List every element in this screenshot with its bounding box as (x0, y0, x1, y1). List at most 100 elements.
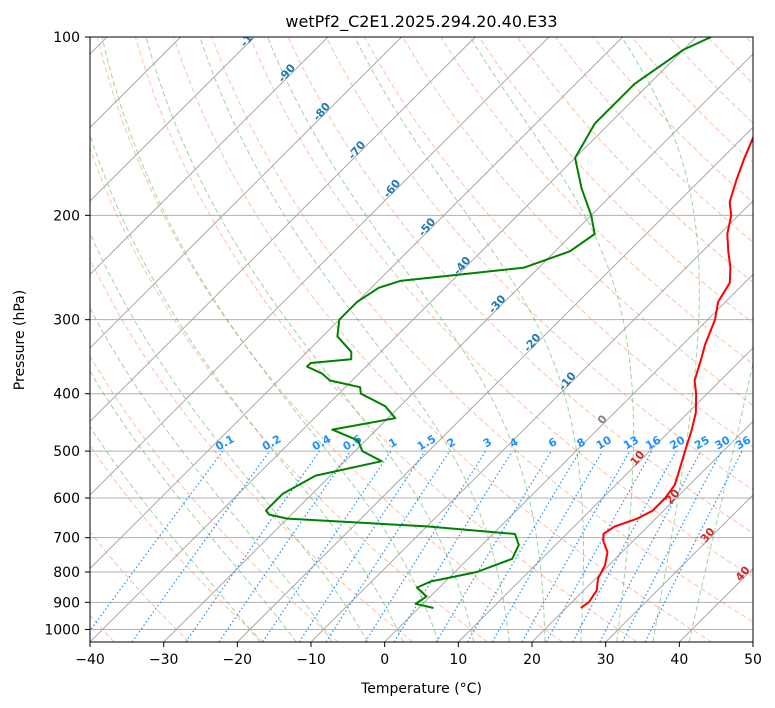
mixing-ratio-label: 16 (643, 433, 663, 452)
mixing-ratio-label: 1.5 (415, 432, 438, 453)
mixing-ratio-line (572, 450, 677, 642)
moist-adiabat-line (199, 37, 510, 642)
isopleth-labels: 0.1 0.2 0.4 0.6 1 1.5 2 3 4 6 8 10 13 16 20 25 30 36-100-… (213, 20, 753, 584)
dry-adiabat-line (669, 37, 753, 124)
dry-adiabat-line (440, 37, 753, 365)
temperature-profile-line (580, 135, 753, 609)
moist-adiabat-line (90, 231, 369, 642)
dry-adiabat-line (516, 37, 753, 284)
skewed-isotherm-line (90, 37, 329, 276)
mixing-ratio-label: 36 (733, 433, 753, 452)
skewed-isotherm-line (90, 37, 255, 202)
mixing-ratio-label: 0.4 (310, 432, 334, 453)
dry-adiabat-line (745, 37, 753, 45)
mixing-ratio-line (364, 450, 487, 642)
skewed-isotherm-line (90, 37, 402, 349)
dry-adiabat-line (325, 37, 753, 491)
chart-title: wetPf2_C2E1.2025.294.20.40.E33 (285, 12, 557, 32)
dry-adiabat-line (592, 37, 753, 203)
dry-adiabat-line (90, 355, 339, 642)
mixing-ratio-label: 3 (481, 435, 494, 450)
y-tick-label: 300 (53, 313, 80, 329)
isotherm-label: -30 (486, 292, 509, 316)
skewed-isotherm-line (90, 37, 623, 570)
isotherm-label: -100 (238, 20, 266, 50)
mixing-ratio-line (218, 450, 351, 642)
skewed-isotherm-line (678, 567, 753, 642)
skewed-isotherm-line (752, 641, 753, 642)
moist-adiabat-line (90, 133, 404, 642)
isotherm-label: -60 (381, 177, 404, 201)
mixing-ratio-label: 2 (445, 435, 458, 450)
isotherm-label: -10 (556, 369, 579, 393)
skewed-isotherm-line (531, 420, 753, 642)
y-tick-label: 700 (53, 531, 80, 547)
y-tick-label: 800 (53, 565, 80, 581)
y-tick-label: 900 (53, 595, 80, 611)
moist-adiabat-line (469, 37, 634, 642)
skewed-isotherm-line (90, 37, 697, 642)
x-tick-label: −30 (149, 652, 179, 668)
mixing-ratio-line (298, 450, 426, 642)
y-tick-label: 600 (53, 491, 80, 507)
skewed-isotherm-line (384, 273, 753, 642)
dry-adiabat-line (173, 37, 712, 642)
dry-adiabat-line (90, 530, 190, 642)
x-tick-label: −40 (75, 652, 105, 668)
isotherm-label: -70 (345, 138, 368, 162)
y-tick-label: 100 (53, 30, 80, 46)
dry-adiabat-line (90, 445, 264, 642)
isotherm-label: -20 (521, 331, 544, 355)
mixing-ratio-label: 1 (386, 435, 399, 450)
dry-adiabat-line (363, 37, 753, 448)
mixing-ratio-label: 4 (507, 435, 520, 450)
skewed-isotherm-line (605, 494, 753, 642)
moist-adiabat-line (267, 37, 546, 642)
dry-adiabat-line (90, 147, 488, 642)
x-tick-label: −20 (223, 652, 253, 668)
dewpoint-profile-line (264, 37, 712, 609)
x-tick-label: −10 (296, 652, 326, 668)
y-axis-label: Pressure (hPa) (12, 290, 28, 390)
mixing-ratio-label: 8 (575, 435, 588, 450)
x-tick-label: 30 (597, 652, 615, 668)
x-axis-ticks: −40 −30 −20 −10 0 10 20 30 40 50 (75, 642, 762, 668)
dry-adiabat-line (134, 37, 638, 642)
moist-adiabat-line (145, 37, 475, 642)
isotherm-label: 0 (595, 412, 610, 426)
y-tick-label: 400 (53, 387, 80, 403)
moist-adiabat-line (621, 37, 700, 642)
x-tick-label: 10 (449, 652, 467, 668)
skewed-isotherm-line (310, 200, 753, 642)
moist-adiabat-line (90, 307, 333, 642)
dry-adiabat-line (707, 37, 753, 85)
mixing-ratio-line (644, 450, 743, 642)
mixing-ratio-line (262, 450, 392, 642)
mixing-ratio-line (185, 450, 321, 642)
x-tick-label: 0 (380, 652, 389, 668)
mixing-ratio-line (521, 450, 631, 642)
isotherm-label: -50 (416, 215, 439, 239)
x-tick-label: 50 (744, 652, 762, 668)
mixing-ratio-line (131, 450, 271, 642)
skewed-isotherm-line (163, 53, 753, 642)
mixing-ratio-label: 6 (546, 435, 559, 450)
mixing-ratio-line (435, 450, 552, 642)
dry-adiabat-line (402, 37, 753, 406)
profile-series (264, 37, 753, 609)
mixing-ratio-label: 10 (594, 433, 614, 452)
background-lines (90, 37, 753, 642)
skewed-isotherm-line (236, 126, 753, 642)
y-tick-label: 200 (53, 208, 80, 224)
mixing-ratio-label: 30 (713, 433, 733, 452)
mixing-ratio-line (325, 450, 451, 642)
dry-adiabat-line (554, 37, 753, 243)
x-axis-label: Temperature (°C) (360, 681, 482, 697)
dry-adiabat-line (96, 37, 563, 642)
y-tick-label: 1000 (44, 622, 80, 638)
mixing-ratio-line (90, 450, 224, 632)
y-tick-label: 500 (53, 444, 80, 460)
mixing-ratio-line (599, 450, 702, 642)
mixing-ratio-label: 0.2 (260, 432, 283, 453)
